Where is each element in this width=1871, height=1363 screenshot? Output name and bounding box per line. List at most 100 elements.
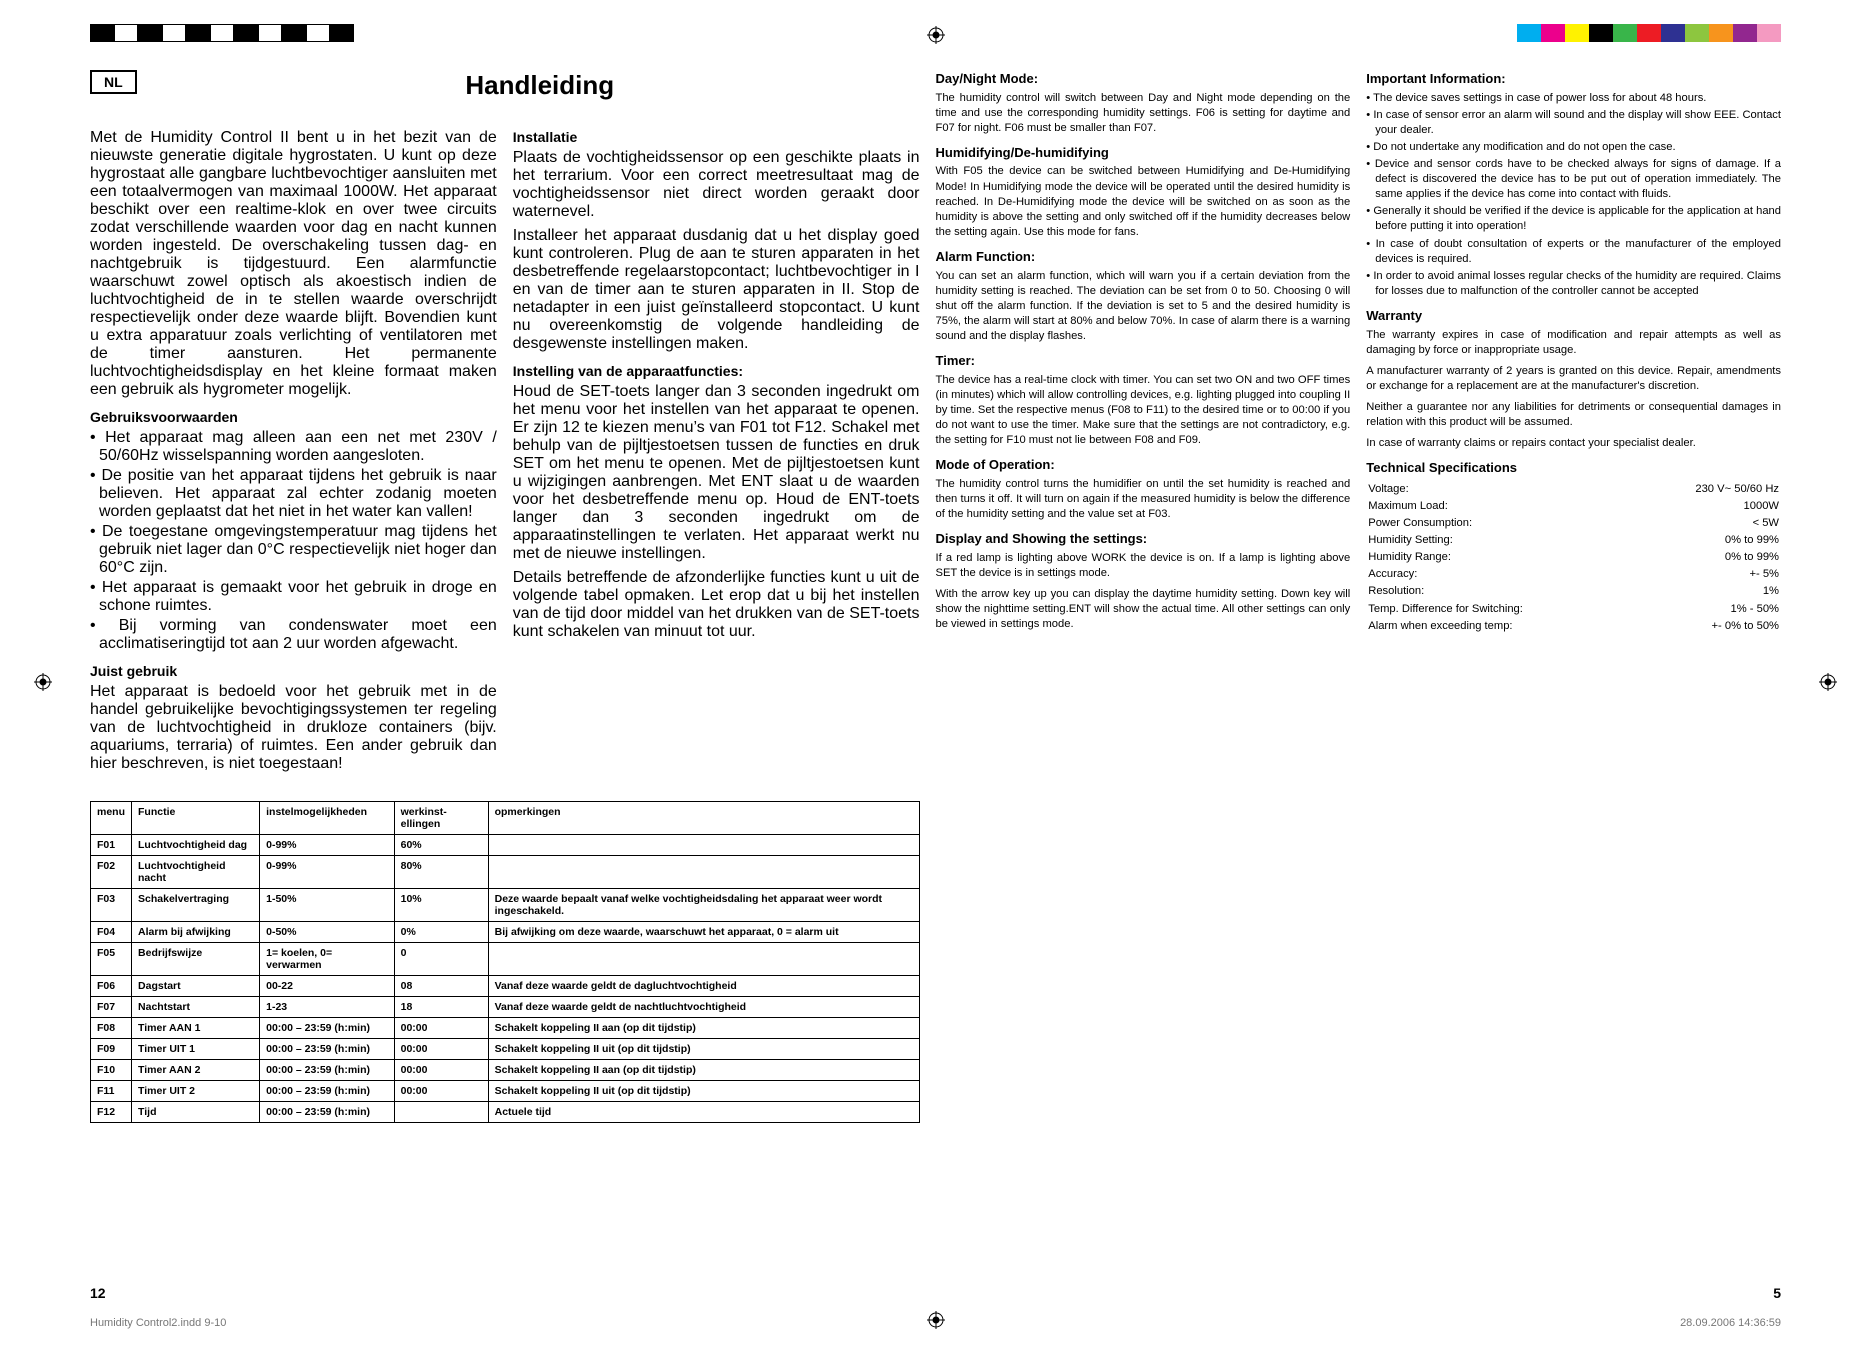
page-body: NL Handleiding Met de Humidity Control I…	[90, 70, 1781, 1283]
heading-timer: Timer:	[936, 352, 1351, 370]
table-row: F06Dagstart00-2208Vanaf deze waarde geld…	[91, 976, 920, 997]
table-cell: Luchtvochtigheid dag	[132, 835, 260, 856]
list-item: Het apparaat is gemaakt voor het gebruik…	[90, 579, 497, 615]
heading-humidifying: Humidifying/De-humidifying	[936, 144, 1351, 162]
table-cell	[488, 856, 919, 889]
spec-cell: Power Consumption:	[1368, 516, 1633, 531]
important-list: The device saves settings in case of pow…	[1366, 91, 1781, 299]
spec-row: Humidity Range:0% to 99%	[1368, 550, 1779, 565]
registration-mark-icon	[927, 26, 945, 44]
table-cell: 0-99%	[260, 856, 395, 889]
warr-p3: Neither a guarantee nor any liabilities …	[1366, 400, 1781, 430]
table-cell: Bij afwijking om deze waarde, waarschuwt…	[488, 922, 919, 943]
table-cell: 0-99%	[260, 835, 395, 856]
table-cell: Schakelt koppeling II uit (op dit tijdst…	[488, 1039, 919, 1060]
list-item: Bij vorming van condenswater moet een ac…	[90, 617, 497, 653]
install-p1: Plaats de vochtigheidssensor op een gesc…	[513, 149, 920, 221]
table-cell: F07	[91, 997, 132, 1018]
list-item: Device and sensor cords have to be check…	[1366, 157, 1781, 202]
table-cell: 00:00 – 23:59 (h:min)	[260, 1039, 395, 1060]
table-row: F01Luchtvochtigheid dag0-99%60%	[91, 835, 920, 856]
heading-mode: Mode of Operation:	[936, 456, 1351, 474]
table-cell: Nachtstart	[132, 997, 260, 1018]
table-row: F11Timer UIT 200:00 – 23:59 (h:min)00:00…	[91, 1081, 920, 1102]
heading-gebruik: Gebruiksvoorwaarden	[90, 409, 497, 425]
heading-installatie: Installatie	[513, 129, 920, 145]
table-cell: Tijd	[132, 1102, 260, 1123]
intro-text: Met de Humidity Control II bent u in het…	[90, 129, 497, 399]
table-row: F02Luchtvochtigheid nacht0-99%80%	[91, 856, 920, 889]
instel-p1: Houd de SET-toets langer dan 3 seconden …	[513, 383, 920, 563]
page-number-left: 12	[90, 1285, 106, 1301]
spec-cell: Voltage:	[1368, 482, 1633, 497]
page-title: Handleiding	[160, 70, 920, 101]
table-cell: 00:00 – 23:59 (h:min)	[260, 1102, 395, 1123]
instel-p2: Details betreffende de afzonderlijke fun…	[513, 569, 920, 641]
table-cell: 1= koelen, 0= verwarmen	[260, 943, 395, 976]
table-cell: 08	[394, 976, 488, 997]
footer: Humidity Control2.indd 9-10 28.09.2006 1…	[90, 1317, 1781, 1329]
heading-warranty: Warranty	[1366, 307, 1781, 325]
spec-row: Accuracy:+- 5%	[1368, 567, 1779, 582]
table-header: instelmogelijkheden	[260, 802, 395, 835]
table-cell: F04	[91, 922, 132, 943]
table-cell: 00:00	[394, 1018, 488, 1039]
table-row: F05Bedrijfswijze1= koelen, 0= verwarmen0	[91, 943, 920, 976]
table-row: F10Timer AAN 200:00 – 23:59 (h:min)00:00…	[91, 1060, 920, 1081]
table-cell: Schakelt koppeling II uit (op dit tijdst…	[488, 1081, 919, 1102]
spec-row: Alarm when exceeding temp:+- 0% to 50%	[1368, 619, 1779, 634]
table-cell: F05	[91, 943, 132, 976]
spec-cell: 230 V~ 50/60 Hz	[1635, 482, 1779, 497]
table-cell: 00:00	[394, 1060, 488, 1081]
day-text: The humidity control will switch between…	[936, 91, 1351, 136]
warr-p4: In case of warranty claims or repairs co…	[1366, 436, 1781, 451]
page-number-right: 5	[1773, 1285, 1781, 1301]
table-cell: Vanaf deze waarde geldt de nachtluchtvoc…	[488, 997, 919, 1018]
juist-text: Het apparaat is bedoeld voor het gebruik…	[90, 683, 497, 773]
language-badge: NL	[90, 70, 137, 94]
table-cell: Actuele tijd	[488, 1102, 919, 1123]
table-header: werkinst-ellingen	[394, 802, 488, 835]
table-cell: 0%	[394, 922, 488, 943]
table-cell	[394, 1102, 488, 1123]
spec-cell: Accuracy:	[1368, 567, 1633, 582]
spec-row: Resolution:1%	[1368, 584, 1779, 599]
table-cell: 80%	[394, 856, 488, 889]
table-cell: F10	[91, 1060, 132, 1081]
spec-cell: 1% - 50%	[1635, 602, 1779, 617]
list-item: In case of sensor error an alarm will so…	[1366, 108, 1781, 138]
warr-p2: A manufacturer warranty of 2 years is gr…	[1366, 364, 1781, 394]
table-cell: Schakelt koppeling II aan (op dit tijdst…	[488, 1060, 919, 1081]
alarm-text: You can set an alarm function, which wil…	[936, 269, 1351, 345]
spec-cell: Humidity Setting:	[1368, 533, 1633, 548]
color-bar-left	[90, 24, 354, 42]
table-cell: F03	[91, 889, 132, 922]
table-cell: 00-22	[260, 976, 395, 997]
footer-date: 28.09.2006 14:36:59	[1680, 1317, 1781, 1329]
table-cell: Deze waarde bepaalt vanaf welke vochtigh…	[488, 889, 919, 922]
list-item: De positie van het apparaat tijdens het …	[90, 467, 497, 521]
table-cell: 0	[394, 943, 488, 976]
table-row: F08Timer AAN 100:00 – 23:59 (h:min)00:00…	[91, 1018, 920, 1039]
table-row: F03Schakelvertraging1-50%10%Deze waarde …	[91, 889, 920, 922]
table-cell: 00:00 – 23:59 (h:min)	[260, 1018, 395, 1039]
table-row: F12Tijd00:00 – 23:59 (h:min) Actuele tijd	[91, 1102, 920, 1123]
spec-row: Temp. Difference for Switching:1% - 50%	[1368, 602, 1779, 617]
list-item: In case of doubt consultation of experts…	[1366, 237, 1781, 267]
list-item: Do not undertake any modification and do…	[1366, 140, 1781, 155]
table-cell: 1-23	[260, 997, 395, 1018]
table-cell: F12	[91, 1102, 132, 1123]
table-cell: Dagstart	[132, 976, 260, 997]
gebruik-list: Het apparaat mag alleen aan een net met …	[90, 429, 497, 653]
list-item: Generally it should be verified if the d…	[1366, 204, 1781, 234]
table-cell: F01	[91, 835, 132, 856]
disp-p2: With the arrow key up you can display th…	[936, 587, 1351, 632]
list-item: De toegestane omgevingstemperatuur mag t…	[90, 523, 497, 577]
footer-file: Humidity Control2.indd 9-10	[90, 1317, 226, 1329]
spec-cell: 0% to 99%	[1635, 533, 1779, 548]
table-cell: 00:00	[394, 1039, 488, 1060]
mode-text: The humidity control turns the humidifie…	[936, 477, 1351, 522]
table-header: menu	[91, 802, 132, 835]
heading-day-night: Day/Night Mode:	[936, 70, 1351, 88]
table-cell: 1-50%	[260, 889, 395, 922]
